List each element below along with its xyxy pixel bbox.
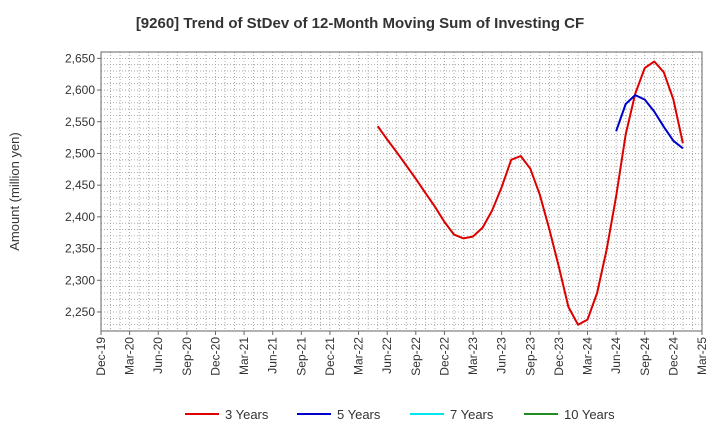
x-axis: Dec-19 Mar-20 Jun-20 Sep-20 Dec-20 Mar-21 Jun-… bbox=[94, 331, 709, 376]
plot-area bbox=[100, 51, 703, 332]
x-tick-label: Mar-21 bbox=[237, 337, 251, 375]
x-tick-label: Mar-24 bbox=[581, 337, 595, 375]
y-tick-label: 2,300 bbox=[65, 273, 95, 287]
x-tick-label: Dec-21 bbox=[323, 337, 337, 376]
y-axis: 2,250 2,300 2,350 2,400 2,450 2,500 2,550 2,600… bbox=[65, 51, 101, 319]
x-tick-label: Dec-22 bbox=[437, 337, 451, 376]
x-tick-label: Mar-22 bbox=[352, 337, 366, 375]
y-tick-label: 2,400 bbox=[65, 210, 95, 224]
x-tick-label: Jun-24 bbox=[609, 337, 623, 374]
series-line-5-years bbox=[615, 94, 684, 150]
legend-label-5-years: 5 Years bbox=[337, 407, 381, 422]
x-tick-label: Sep-20 bbox=[180, 337, 194, 376]
x-tick-label: Sep-21 bbox=[294, 337, 308, 376]
y-tick-label: 2,350 bbox=[65, 242, 95, 256]
y-tick-label: 2,650 bbox=[65, 51, 95, 65]
x-tick-label: Mar-25 bbox=[695, 337, 709, 375]
series-line-3-years bbox=[376, 60, 684, 326]
y-tick-label: 2,450 bbox=[65, 178, 95, 192]
y-tick-label: 2,600 bbox=[65, 83, 95, 97]
x-tick-label: Sep-24 bbox=[638, 337, 652, 376]
legend: 3 Years 5 Years 7 Years 10 Years bbox=[185, 407, 615, 422]
x-tick-label: Mar-20 bbox=[123, 337, 137, 375]
x-tick-label: Jun-21 bbox=[266, 337, 280, 374]
x-tick-label: Sep-23 bbox=[523, 337, 537, 376]
chart-title: [9260] Trend of StDev of 12-Month Moving… bbox=[136, 15, 584, 32]
legend-label-10-years: 10 Years bbox=[564, 407, 615, 422]
x-tick-label: Dec-24 bbox=[666, 337, 680, 376]
x-tick-label: Dec-19 bbox=[94, 337, 108, 376]
grid-lines bbox=[101, 52, 702, 331]
x-tick-label: Jun-22 bbox=[380, 337, 394, 374]
x-tick-label: Sep-22 bbox=[409, 337, 423, 376]
legend-label-7-years: 7 Years bbox=[450, 407, 494, 422]
y-tick-label: 2,550 bbox=[65, 115, 95, 129]
x-tick-label: Jun-23 bbox=[495, 337, 509, 374]
y-axis-label: Amount (million yen) bbox=[7, 132, 22, 251]
x-tick-label: Mar-23 bbox=[466, 337, 480, 375]
legend-label-3-years: 3 Years bbox=[225, 407, 269, 422]
y-tick-label: 2,250 bbox=[65, 305, 95, 319]
series-lines bbox=[376, 60, 684, 326]
x-tick-label: Dec-23 bbox=[552, 337, 566, 376]
x-tick-label: Dec-20 bbox=[208, 337, 222, 376]
x-tick-label: Jun-20 bbox=[151, 337, 165, 374]
y-tick-label: 2,500 bbox=[65, 146, 95, 160]
